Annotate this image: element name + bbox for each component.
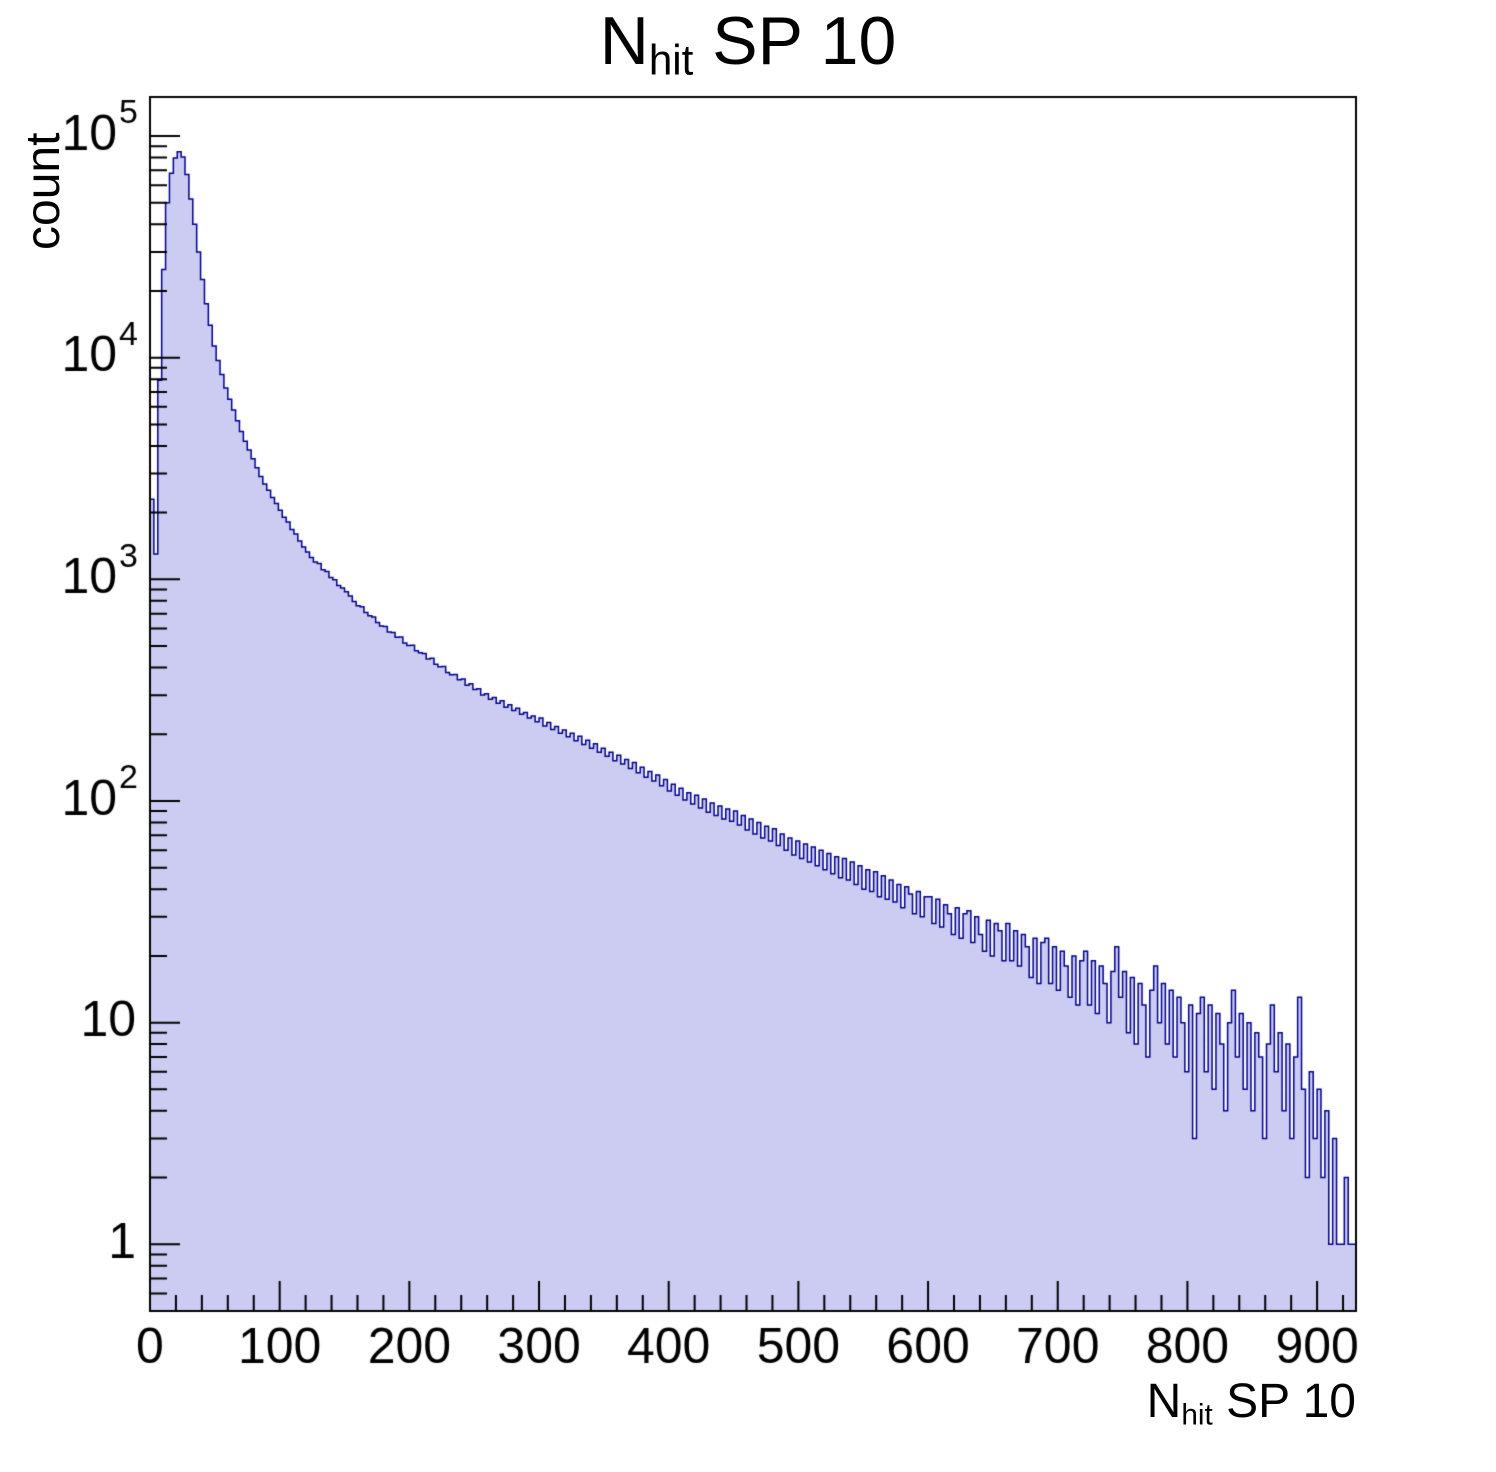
- x-axis-title: Nhit SP 10: [1147, 1374, 1356, 1432]
- chart-title-main: N: [599, 3, 649, 79]
- x-axis-title-sub: hit: [1181, 1398, 1213, 1432]
- chart-title-rest: SP 10: [693, 3, 897, 79]
- chart-title-sub: hit: [648, 36, 694, 84]
- x-axis-title-main: N: [1146, 1375, 1182, 1428]
- chart-title: Nhit SP 10: [0, 2, 1496, 85]
- y-axis-title: count: [17, 132, 70, 250]
- x-axis-title-rest: SP 10: [1212, 1375, 1356, 1428]
